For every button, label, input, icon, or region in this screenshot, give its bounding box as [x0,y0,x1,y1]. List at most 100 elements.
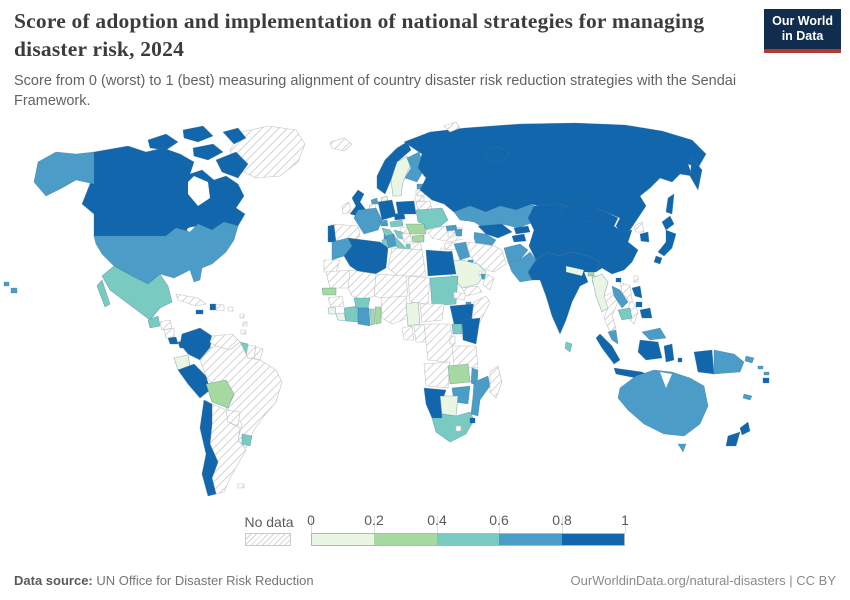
legend-segment-0.4-0.6[interactable] [436,534,500,545]
country-afghanistan[interactable] [503,243,529,263]
country-new-zealand-south[interactable] [725,431,741,447]
country-mongolia[interactable] [559,203,605,223]
country-uzbekistan[interactable] [477,223,513,239]
country-sri-lanka[interactable] [564,341,573,353]
country-north-korea[interactable] [633,221,645,233]
country-japan-hokkaido[interactable] [661,215,675,231]
country-costa-rica[interactable] [167,336,179,345]
country-guatemala[interactable] [147,315,161,329]
country-zambia[interactable] [447,363,471,385]
country-eswatini[interactable] [469,417,476,424]
country-puerto-rico[interactable] [227,306,234,312]
country-lithuania[interactable] [414,195,425,202]
country-iran[interactable] [465,241,507,273]
country-tunisia[interactable] [385,233,397,249]
country-lesser-antilles[interactable] [239,313,248,327]
country-liberia[interactable] [335,312,347,322]
country-mozambique[interactable] [470,375,491,417]
country-sierra-leone[interactable] [327,306,337,315]
country-uganda[interactable] [451,323,463,335]
country-rwanda[interactable] [449,335,456,345]
country-new-caledonia[interactable] [742,393,753,401]
country-south-korea[interactable] [639,231,650,243]
country-norway[interactable] [376,141,412,195]
country-canada-island-4[interactable] [222,127,247,145]
country-dominican-republic[interactable] [215,303,225,312]
country-netherlands[interactable] [370,197,379,205]
country-laos[interactable] [611,285,629,309]
country-malaysia-peninsula[interactable] [607,329,619,345]
country-eritrea[interactable] [453,291,467,301]
country-austria[interactable] [389,219,404,228]
country-belarus[interactable] [415,200,433,211]
country-kamchatka[interactable] [689,157,703,191]
country-haiti[interactable] [209,303,217,311]
country-madagascar[interactable] [489,365,503,399]
country-cambodia[interactable] [617,307,633,321]
country-kenya[interactable] [461,317,481,345]
country-sweden[interactable] [390,155,412,197]
country-togo[interactable] [369,308,376,326]
country-indonesia-sumatra[interactable] [595,333,621,365]
country-mexico[interactable] [101,265,173,321]
country-tanzania[interactable] [451,345,479,369]
country-botswana[interactable] [439,395,459,417]
country-india[interactable] [527,251,601,335]
country-chile[interactable] [199,399,219,497]
country-azerbaijan[interactable] [454,228,464,237]
country-canada-island-1[interactable] [147,133,179,151]
country-vietnam[interactable] [619,281,639,325]
country-indonesia-sulawesi[interactable] [663,343,675,363]
country-bhutan[interactable] [587,271,595,277]
legend-segment-0.2-0.4[interactable] [374,534,437,545]
country-novaya-zemlya[interactable] [483,145,511,163]
country-china[interactable] [527,203,639,275]
country-hainan[interactable] [615,277,622,283]
country-switzerland[interactable] [379,219,389,227]
country-hawaii[interactable] [3,281,18,294]
country-guinea[interactable] [327,295,345,308]
country-iceland[interactable] [329,137,353,152]
country-burkina-faso[interactable] [353,297,371,309]
country-philippines-visayas[interactable] [635,301,643,308]
country-philippines-luzon[interactable] [631,285,643,299]
country-cote-divoire[interactable] [343,305,359,323]
country-indonesia-maluku[interactable] [677,357,683,363]
country-taiwan[interactable] [633,275,639,283]
country-oman[interactable] [482,273,495,291]
country-nicaragua[interactable] [163,327,175,339]
country-tajikistan[interactable] [511,233,527,243]
country-japan-kyushu[interactable] [653,255,663,265]
country-canada-island-3[interactable] [192,143,224,161]
country-falklands[interactable] [237,483,245,489]
country-dr-congo[interactable] [423,323,455,363]
country-cameroon[interactable] [405,301,421,327]
owid-logo[interactable]: Our World in Data [764,9,841,53]
license-badge[interactable]: CC BY [796,573,836,588]
country-new-britain[interactable] [744,355,755,364]
country-central-african-republic[interactable] [419,303,445,323]
country-canada-island-2[interactable] [182,125,214,143]
country-honduras[interactable] [159,319,173,331]
country-poland[interactable] [395,200,417,215]
country-jamaica[interactable] [195,309,204,315]
country-new-zealand-north[interactable] [739,421,751,436]
legend-segment-0-0.2[interactable] [312,534,375,545]
country-ghana[interactable] [357,307,371,327]
country-french-guiana[interactable] [253,346,264,361]
country-egypt[interactable] [425,249,457,277]
country-nepal[interactable] [565,265,585,277]
legend-segment-0.8-1[interactable] [561,534,625,545]
owid-link[interactable]: OurWorldinData.org/natural-disasters [570,573,786,588]
country-western-sahara[interactable] [323,259,341,273]
country-bulgaria[interactable] [411,234,425,243]
country-philippines-mindanao[interactable] [639,307,653,319]
country-nigeria[interactable] [380,295,409,325]
no-data-swatch[interactable] [245,533,291,546]
country-cuba[interactable] [175,293,207,307]
country-indonesia-kalimantan[interactable] [637,339,663,361]
country-mali[interactable] [347,269,377,301]
country-solomon-islands[interactable] [757,365,770,376]
country-sakhalin[interactable] [665,193,675,215]
country-angola[interactable] [423,361,451,389]
